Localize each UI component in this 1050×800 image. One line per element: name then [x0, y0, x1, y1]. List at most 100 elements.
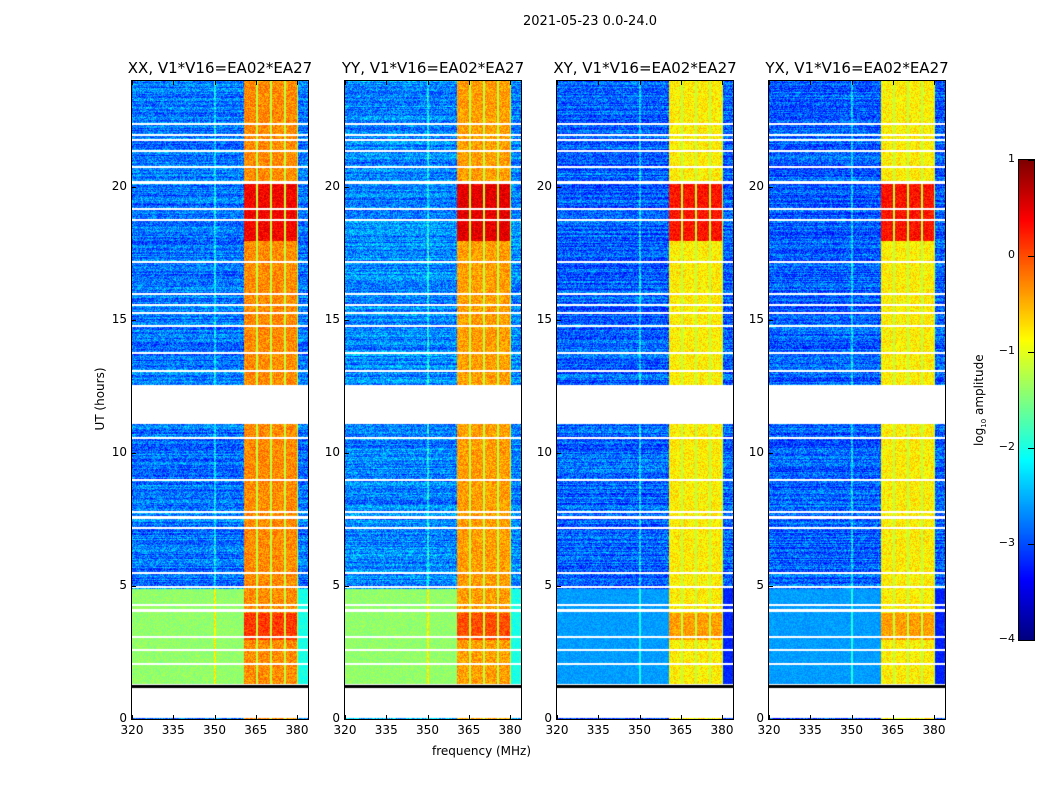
x-tick-label: 335 — [374, 723, 398, 737]
panel-title: XY, V1*V16=EA02*EA27 — [553, 59, 737, 77]
y-tick-label: 20 — [536, 179, 552, 194]
colorbar-tick-mark — [1028, 448, 1034, 449]
y-tick-label: 0 — [544, 711, 552, 725]
y-tick-mark — [556, 586, 561, 588]
x-tick-label: 350 — [203, 723, 226, 737]
x-tick-mark — [468, 715, 470, 720]
y-tick-mark — [131, 719, 136, 720]
y-tick-label: 15 — [536, 312, 552, 327]
heatmap-image — [132, 81, 308, 719]
x-tick-mark — [173, 715, 175, 720]
y-tick-mark — [344, 187, 349, 189]
x-tick-mark — [769, 715, 770, 720]
x-tick-label: 320 — [120, 723, 144, 737]
y-tick-label: 15 — [748, 312, 764, 327]
x-tick-label: 365 — [881, 723, 905, 737]
x-tick-label: 335 — [161, 723, 185, 737]
x-tick-mark-top — [345, 80, 346, 85]
y-tick-label: 5 — [756, 578, 764, 593]
colorbar-tick-mark — [1028, 544, 1034, 545]
x-tick-label: 365 — [244, 723, 268, 737]
panel-title: YY, V1*V16=EA02*EA27 — [341, 59, 525, 77]
x-tick-mark-top — [214, 80, 216, 85]
x-tick-mark-top — [851, 80, 853, 85]
x-tick-label: 350 — [416, 723, 439, 737]
y-tick-mark — [768, 719, 773, 720]
x-tick-mark — [934, 715, 935, 720]
y-tick-mark — [768, 453, 773, 455]
colorbar-label-rest: amplitude — [971, 354, 986, 419]
colorbar-tick-label: −2 — [998, 440, 1015, 453]
x-tick-mark — [132, 715, 133, 720]
x-tick-label: 335 — [798, 723, 822, 737]
colorbar-tick-label: −3 — [998, 536, 1015, 549]
y-tick-label: 10 — [748, 445, 764, 460]
panel-title: XX, V1*V16=EA02*EA27 — [127, 59, 313, 77]
x-tick-mark-top — [810, 80, 812, 85]
x-tick-label: 320 — [333, 723, 357, 737]
x-tick-mark-top — [468, 80, 470, 85]
y-tick-mark — [556, 453, 561, 455]
y-tick-mark — [556, 320, 561, 322]
y-tick-mark — [768, 187, 773, 189]
y-tick-label: 20 — [324, 179, 340, 194]
x-tick-label: 335 — [586, 723, 610, 737]
x-tick-mark-top — [386, 80, 388, 85]
y-tick-label: 10 — [536, 445, 552, 460]
x-tick-mark-top — [892, 80, 894, 85]
y-axis-label: UT (hours) — [93, 367, 107, 431]
x-tick-mark-top — [769, 80, 770, 85]
colorbar-tick-mark — [1028, 256, 1034, 257]
y-tick-label: 5 — [332, 578, 340, 593]
heatmap-image — [345, 81, 521, 719]
x-tick-label: 380 — [498, 723, 522, 737]
y-tick-label: 15 — [324, 312, 340, 327]
x-tick-mark — [598, 715, 600, 720]
colorbar-tick-label: 1 — [1008, 152, 1015, 165]
colorbar-tick-mark — [1028, 160, 1034, 161]
y-tick-label: 20 — [111, 179, 127, 194]
colorbar-label-main: log — [971, 427, 986, 447]
spectrogram-panel-3 — [768, 80, 946, 720]
y-tick-mark — [556, 719, 561, 720]
x-tick-mark-top — [427, 80, 429, 85]
y-tick-label: 10 — [324, 445, 340, 460]
colorbar-label-sub: 10 — [980, 418, 989, 428]
x-tick-mark — [810, 715, 812, 720]
x-tick-label: 365 — [457, 723, 481, 737]
x-tick-mark — [639, 715, 641, 720]
x-tick-label: 350 — [840, 723, 863, 737]
y-tick-mark — [344, 586, 349, 588]
y-tick-label: 5 — [119, 578, 127, 593]
y-tick-mark — [131, 453, 136, 455]
x-tick-mark-top — [255, 80, 257, 85]
x-axis-label: frequency (MHz) — [432, 744, 532, 758]
x-tick-mark — [892, 715, 894, 720]
x-tick-mark — [851, 715, 853, 720]
y-tick-label: 15 — [111, 312, 127, 327]
y-tick-mark — [344, 320, 349, 322]
x-tick-mark — [510, 715, 511, 720]
x-tick-mark-top — [557, 80, 558, 85]
y-tick-label: 5 — [544, 578, 552, 593]
colorbar-gradient — [1019, 160, 1034, 640]
colorbar-tick-label: −1 — [998, 344, 1015, 357]
y-tick-label: 0 — [119, 711, 127, 725]
y-tick-mark — [131, 187, 136, 189]
x-tick-mark-top — [510, 80, 511, 85]
y-tick-label: 0 — [332, 711, 340, 725]
x-tick-mark — [557, 715, 558, 720]
colorbar-tick-label: −4 — [998, 632, 1015, 645]
x-tick-label: 380 — [922, 723, 946, 737]
x-tick-mark — [386, 715, 388, 720]
y-tick-label: 0 — [756, 711, 764, 725]
y-tick-mark — [556, 187, 561, 189]
x-tick-mark — [297, 715, 298, 720]
y-tick-label: 10 — [111, 445, 127, 460]
colorbar — [1018, 159, 1035, 641]
colorbar-label: log10 amplitude — [972, 340, 988, 460]
x-tick-mark — [427, 715, 429, 720]
colorbar-tick-mark — [1028, 352, 1034, 353]
colorbar-tick-label: 0 — [1008, 248, 1015, 261]
